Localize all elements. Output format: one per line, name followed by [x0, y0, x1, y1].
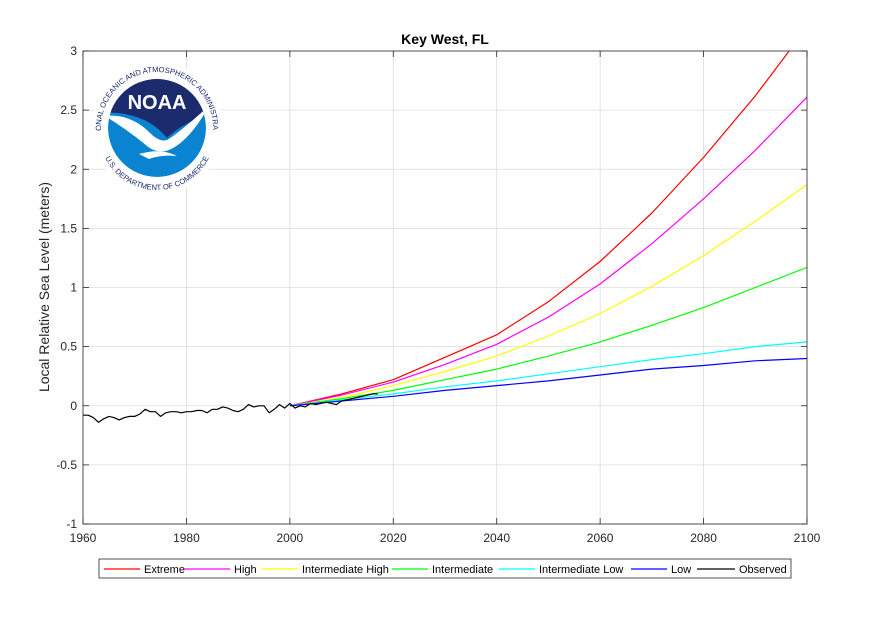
y-tick-label: 0.5 [60, 340, 77, 354]
series-line-high [289, 96, 807, 407]
seagull-icon [108, 106, 206, 152]
axis-ticks [82, 50, 808, 525]
series-line-intermediate [289, 266, 807, 407]
y-axis-label: Local Relative Sea Level (meters) [36, 182, 52, 392]
x-tick-label: 2060 [587, 531, 614, 545]
legend-label-observed: Observed [739, 564, 787, 576]
y-tick-label: 2 [70, 162, 77, 176]
series-line-extreme [289, 51, 790, 407]
y-tick-label: 3 [70, 44, 77, 58]
x-tick-label: 2020 [380, 531, 407, 545]
x-tick-label: 1960 [70, 531, 97, 545]
series-line-low [289, 357, 807, 407]
y-tick-label: 2.5 [60, 103, 77, 117]
x-tick-label: 1980 [173, 531, 200, 545]
y-tick-labels: -1 -0.5 0 0.5 1 1.5 2 2.5 3 [56, 44, 77, 531]
seagull-wing-icon [139, 151, 177, 159]
logo-emblem-text: NOAA [128, 92, 187, 114]
noaa-logo: NATIONAL OCEANIC AND ATMOSPHERIC ADMINIS… [91, 62, 223, 194]
legend-label-low: Low [671, 564, 691, 576]
legend-label-intermediate-high: Intermediate High [302, 564, 389, 576]
series-line-intermediate-low [289, 341, 807, 407]
legend-label-intermediate-low: Intermediate Low [539, 564, 623, 576]
y-tick-label: 1 [70, 281, 77, 295]
y-tick-label: -0.5 [56, 458, 77, 472]
legend-label-high: High [234, 564, 257, 576]
y-tick-label: -1 [66, 517, 77, 531]
series-lines [83, 51, 807, 423]
legend-items: Extreme High Intermediate High Intermediate… [104, 564, 787, 576]
legend-label-extreme: Extreme [144, 564, 185, 576]
x-tick-label: 2080 [690, 531, 717, 545]
y-tick-label: 0 [70, 399, 77, 413]
x-tick-label: 2040 [483, 531, 510, 545]
chart-title: Key West, FL [401, 31, 489, 47]
legend-label-intermediate: Intermediate [432, 564, 493, 576]
legend-box [98, 558, 792, 579]
series-line-intermediate-high [289, 184, 807, 407]
x-tick-labels: 1960 1980 2000 2020 2040 2060 2080 2100 [70, 531, 821, 545]
x-tick-label: 2100 [794, 531, 821, 545]
x-tick-label: 2000 [277, 531, 304, 545]
legend: Extreme High Intermediate High Intermediate… [98, 558, 792, 579]
series-line-observed [83, 393, 378, 423]
y-tick-label: 1.5 [60, 221, 77, 235]
